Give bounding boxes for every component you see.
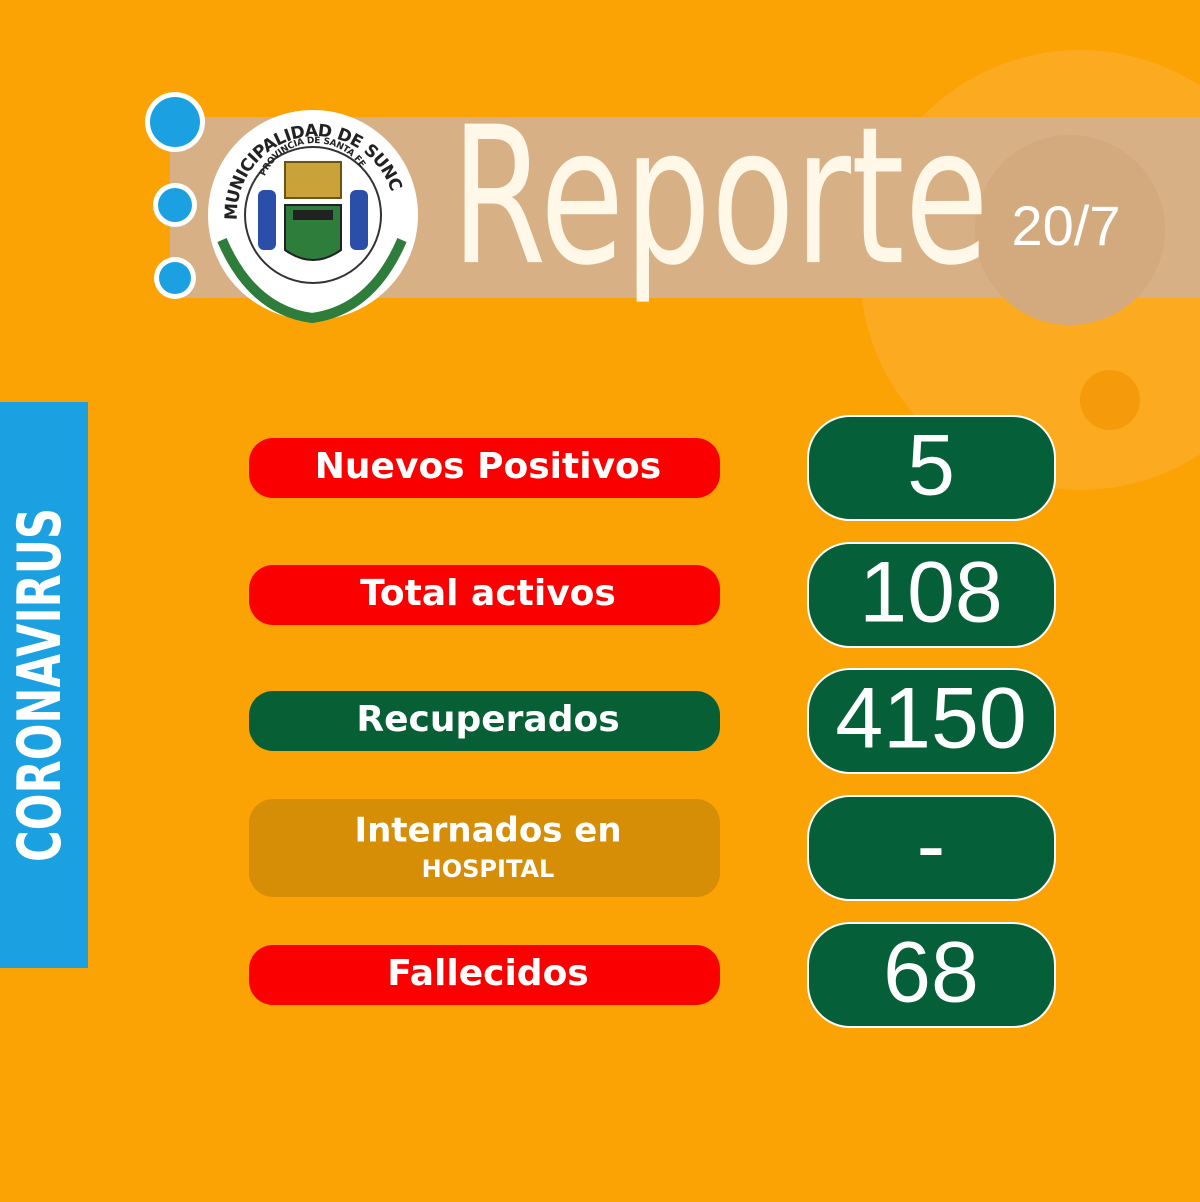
header-date: 20/7	[1012, 194, 1121, 257]
logo-soldier	[258, 190, 276, 250]
value-pill	[807, 542, 1056, 648]
row-value: -	[917, 798, 946, 894]
dot	[150, 97, 200, 147]
date-circle	[975, 135, 1165, 325]
row-label: Total activos	[360, 573, 616, 614]
logo-cannon	[293, 210, 333, 220]
row-label: Fallecidos	[387, 953, 588, 994]
header-title: Reporte	[451, 87, 989, 309]
side-band	[0, 402, 88, 968]
label-pill	[249, 565, 720, 625]
row-label: Nuevos Positivos	[315, 446, 661, 487]
side-label: CORONAVIRUS	[5, 508, 75, 862]
row-label: Recuperados	[356, 699, 619, 740]
dot	[159, 262, 191, 294]
label-pill	[249, 799, 720, 897]
decor-dot	[1080, 370, 1140, 430]
rows: Nuevos Positivos 5 Total activos 108 Recuper…	[249, 415, 1056, 1028]
logo-laurel	[217, 238, 407, 324]
logo-ring	[244, 146, 382, 284]
label-pill	[249, 438, 720, 498]
row-value: 108	[859, 545, 1003, 641]
row-value: 5	[907, 418, 955, 514]
label-pill	[249, 945, 720, 1005]
value-pill	[807, 415, 1056, 521]
value-pill	[807, 795, 1056, 901]
dot	[158, 188, 192, 222]
row-sublabel: HOSPITAL	[422, 855, 555, 883]
logo-soldier	[350, 190, 368, 250]
label-pill	[249, 691, 720, 751]
logo-castle	[284, 161, 342, 199]
row-value: 68	[883, 925, 979, 1021]
row-value: 4150	[835, 671, 1026, 767]
value-pill	[807, 668, 1056, 774]
row-label: Internados en	[354, 811, 621, 851]
value-pill	[807, 922, 1056, 1028]
